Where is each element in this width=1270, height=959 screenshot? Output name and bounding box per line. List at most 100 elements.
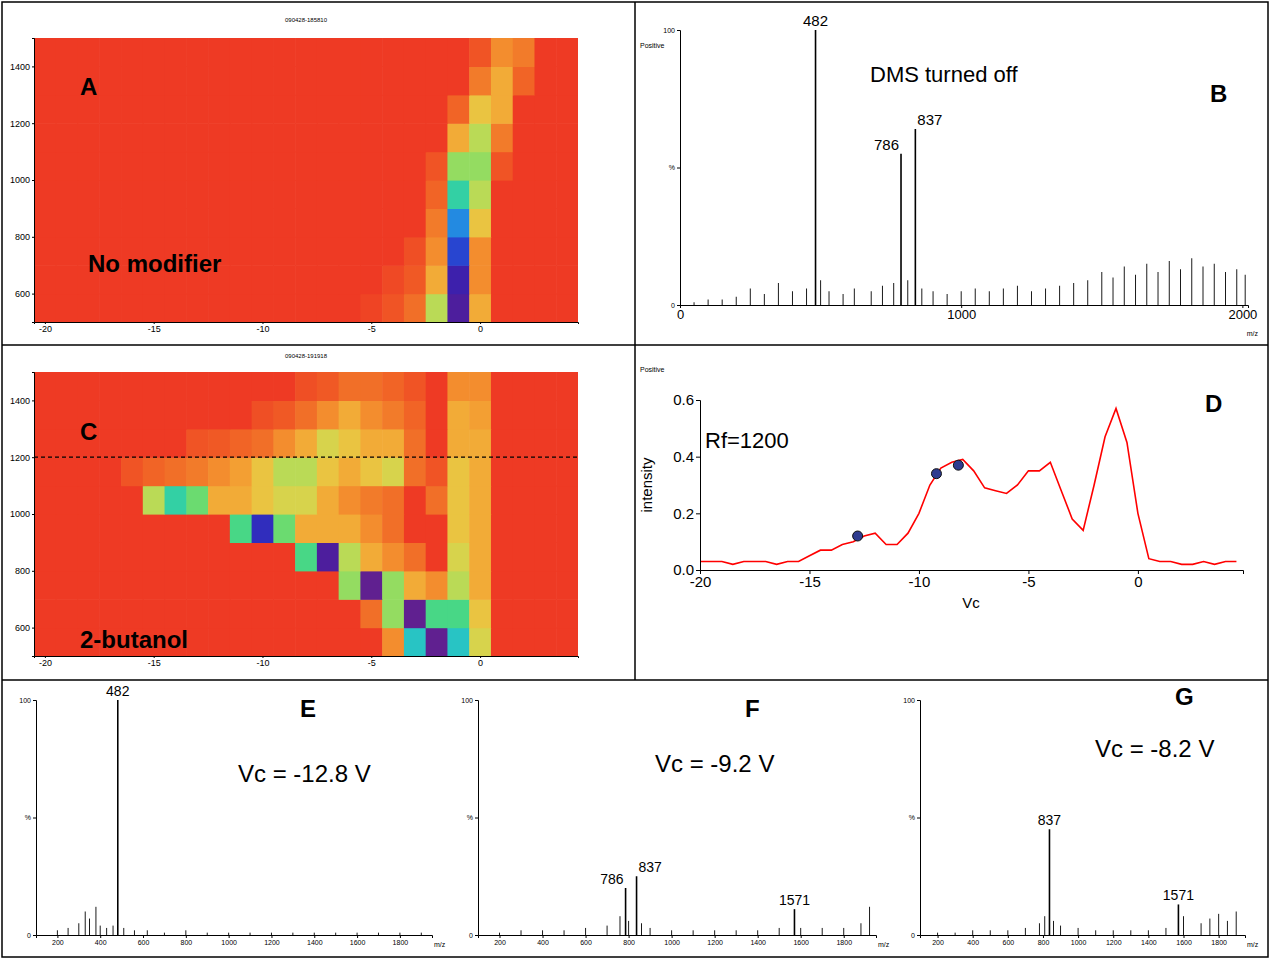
tick-mark (143, 935, 144, 938)
noise-stem (228, 933, 229, 935)
noise-stem (708, 300, 709, 306)
marker (853, 531, 863, 541)
heat-cell (34, 372, 56, 401)
chart-title: 090428-191918 (285, 353, 328, 359)
noise-stem (1236, 912, 1237, 936)
heat-cell (78, 372, 100, 401)
tick: 1800 (836, 935, 852, 946)
heat-cell (382, 457, 404, 486)
noise-stem (1059, 286, 1060, 305)
y-axis: 600800100012001400 (10, 373, 35, 657)
heat-cell (34, 457, 56, 486)
noise-stem (1183, 916, 1184, 935)
axis-line (677, 31, 681, 306)
y-axis: 0%100 (19, 697, 36, 939)
tick: 200 (932, 935, 944, 946)
heat-cell (165, 400, 187, 429)
heat-cell (491, 208, 513, 237)
noise-stem (1045, 289, 1046, 306)
heat-cell (34, 571, 56, 600)
noise-stem (1203, 267, 1204, 306)
noise-stem (1053, 921, 1054, 935)
noise-stem (68, 928, 69, 935)
heat-cell (469, 294, 491, 322)
heat-cell (382, 628, 404, 656)
heat-cell (252, 294, 274, 322)
heat-cell (252, 628, 274, 656)
noise-stem (100, 926, 101, 935)
heat-cell (186, 123, 208, 152)
noise-stem (882, 286, 883, 305)
tick-mark (357, 935, 358, 938)
noise-stem (95, 907, 96, 935)
heat-cell (273, 486, 295, 515)
heat-cell (121, 457, 143, 486)
tick: 1200 (10, 119, 34, 129)
tick-label: 100 (461, 697, 473, 704)
heat-cell (56, 66, 78, 95)
heat-cell (317, 95, 339, 124)
tick-mark (32, 628, 34, 629)
heat-cell (208, 152, 230, 181)
noise-stem (1201, 923, 1202, 935)
heat-cell (469, 400, 491, 429)
noise-stem (1044, 916, 1045, 935)
heat-cell (208, 123, 230, 152)
tick: 1000 (947, 305, 976, 322)
heat-cell (404, 571, 426, 600)
heat-cell (382, 429, 404, 458)
tick-label: 0 (469, 932, 473, 939)
noise-stem (123, 928, 124, 935)
axis-line (701, 571, 1244, 575)
peak-stem (915, 129, 917, 305)
tick-label: 200 (52, 939, 64, 946)
heat-cell (208, 542, 230, 571)
tick-label: 1000 (10, 509, 30, 519)
heat-cell (121, 514, 143, 543)
tick-label: 800 (15, 566, 30, 576)
heat-cell (556, 571, 578, 600)
heat-cell (513, 38, 535, 67)
peak-stem (636, 876, 638, 935)
heat-cell (534, 66, 556, 95)
tick-mark (32, 571, 34, 572)
x-axis: 20040060080010001200140016001800 (921, 935, 1246, 946)
tick-label: -15 (799, 573, 821, 590)
heat-cell (447, 400, 469, 429)
panel-letter: A (80, 73, 97, 100)
heat-cell (404, 66, 426, 95)
heat-cell (556, 66, 578, 95)
heat-cell (534, 400, 556, 429)
heat-cell (534, 180, 556, 209)
x-axis-title: m/z (1247, 330, 1259, 337)
tick-mark (32, 294, 34, 295)
heat-cell (208, 294, 230, 322)
tick-label: 1800 (1211, 939, 1227, 946)
polarity-label: Positive (640, 366, 665, 373)
heat-cell (56, 237, 78, 266)
heat-cell (295, 294, 317, 322)
heat-cell (339, 152, 361, 181)
x-axis: -20-15-10-50 (35, 656, 579, 668)
x-axis-title: m/z (434, 941, 446, 948)
heat-cell (534, 38, 556, 67)
heat-cell (426, 571, 448, 600)
noise-stem (893, 283, 894, 305)
heat-cell (360, 294, 382, 322)
heat-cell (34, 514, 56, 543)
heat-cell (426, 542, 448, 571)
heat-cell (360, 66, 382, 95)
heat-cell (534, 123, 556, 152)
heat-cell (56, 180, 78, 209)
noise-stem (779, 928, 780, 935)
tick-label: 1000 (664, 939, 680, 946)
heat-cell (534, 237, 556, 266)
heat-cell (360, 152, 382, 181)
tick-mark (844, 935, 845, 938)
y-axis: 0%100 (903, 697, 920, 939)
heat-cell (339, 628, 361, 656)
heat-cell (34, 542, 56, 571)
tick: -15 (799, 570, 821, 590)
noise-stem (1113, 278, 1114, 306)
heat-cell (317, 38, 339, 67)
